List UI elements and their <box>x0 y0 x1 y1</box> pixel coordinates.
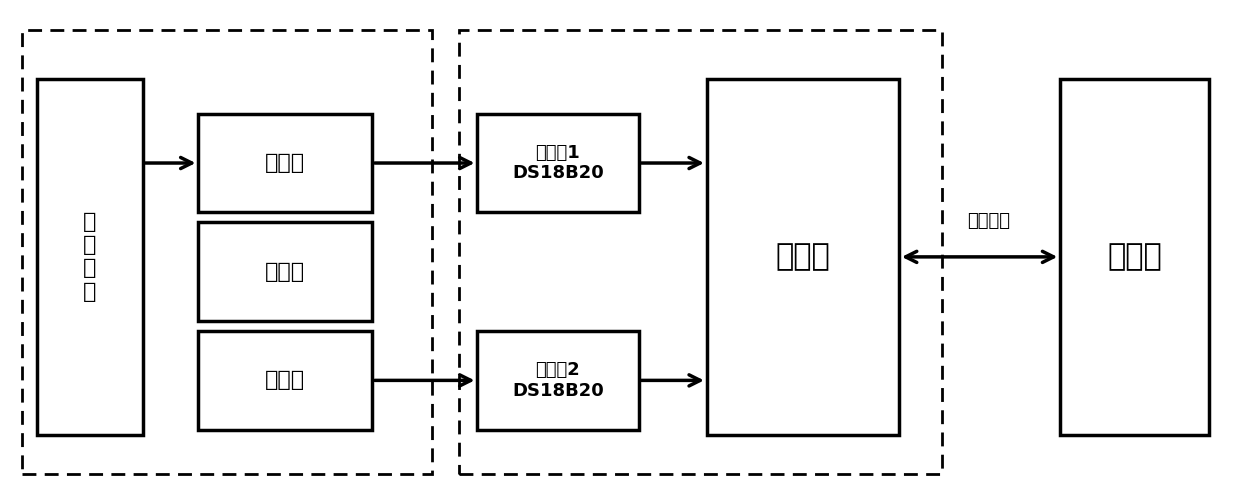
Text: 加
热
部
分: 加 热 部 分 <box>83 212 97 302</box>
Bar <box>198 114 372 212</box>
Bar <box>477 114 639 212</box>
Text: 传感器2
DS18B20: 传感器2 DS18B20 <box>512 361 604 400</box>
Bar <box>22 30 432 474</box>
Bar <box>707 79 899 435</box>
Text: 发热盘: 发热盘 <box>265 153 305 173</box>
Bar <box>198 222 372 321</box>
Bar <box>459 30 942 474</box>
Text: 下位机: 下位机 <box>775 243 831 271</box>
Text: 样品盘: 样品盘 <box>265 262 305 282</box>
Text: 串口通信: 串口通信 <box>967 212 1011 230</box>
Bar <box>477 331 639 430</box>
Bar <box>1060 79 1209 435</box>
Bar <box>37 79 143 435</box>
Bar <box>198 331 372 430</box>
Text: 上位机: 上位机 <box>1107 243 1162 271</box>
Text: 散热盘: 散热盘 <box>265 370 305 390</box>
Text: 传感器1
DS18B20: 传感器1 DS18B20 <box>512 144 604 182</box>
